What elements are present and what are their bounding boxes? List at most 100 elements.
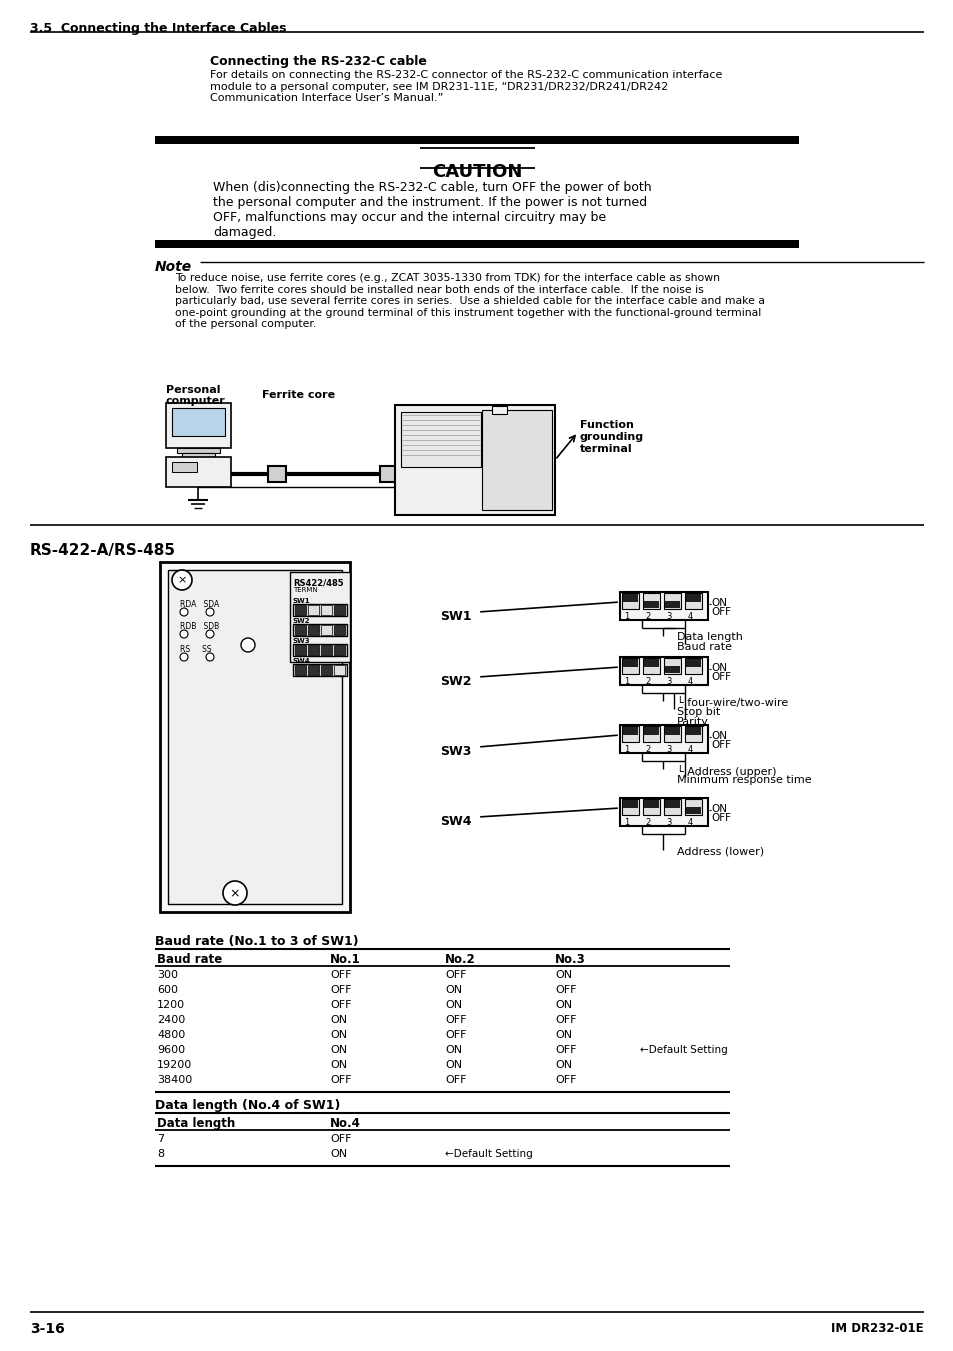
Text: ON: ON	[555, 1000, 572, 1011]
Bar	[481, 409, 552, 509]
Text: └ Address (upper): └ Address (upper)	[677, 765, 776, 777]
Text: 8: 8	[157, 1148, 164, 1159]
Text: OFF: OFF	[330, 1075, 351, 1085]
Text: When (dis)connecting the RS-232-C cable, turn OFF the power of both
the personal: When (dis)connecting the RS-232-C cable,…	[213, 181, 651, 239]
Text: 4: 4	[687, 817, 692, 827]
Bar	[684, 593, 701, 609]
Bar	[643, 659, 659, 667]
Text: RDA   SDA: RDA SDA	[180, 600, 219, 609]
Bar	[293, 644, 347, 657]
Bar	[643, 601, 659, 608]
Bar	[334, 665, 345, 676]
Text: Stop bit: Stop bit	[677, 707, 720, 717]
Text: SW2: SW2	[439, 676, 471, 688]
Bar	[619, 725, 707, 753]
Text: RS422/485: RS422/485	[293, 578, 343, 586]
Text: 1: 1	[623, 744, 629, 754]
Text: ←Default Setting: ←Default Setting	[444, 1148, 532, 1159]
Text: 4: 4	[687, 744, 692, 754]
Text: ON: ON	[710, 731, 726, 740]
Text: OFF: OFF	[710, 740, 730, 750]
Text: ON: ON	[330, 1148, 347, 1159]
Bar	[334, 626, 345, 635]
Bar	[619, 798, 707, 825]
Bar	[308, 605, 318, 615]
Text: Address (lower): Address (lower)	[677, 846, 763, 857]
Text: SW3: SW3	[439, 744, 471, 758]
Text: 2: 2	[644, 817, 650, 827]
Bar	[320, 626, 332, 635]
Text: RS-422-A/RS-485: RS-422-A/RS-485	[30, 543, 175, 558]
Text: Data length: Data length	[157, 1117, 235, 1129]
Text: SW2: SW2	[293, 617, 310, 624]
Text: grounding: grounding	[579, 432, 643, 442]
Text: 19200: 19200	[157, 1061, 193, 1070]
Text: ON: ON	[444, 1046, 461, 1055]
Text: ×: ×	[230, 888, 240, 900]
Bar	[294, 626, 306, 635]
Text: computer: computer	[166, 396, 226, 407]
Bar	[619, 657, 707, 685]
Bar	[663, 798, 680, 815]
Bar	[308, 626, 318, 635]
Bar	[293, 663, 347, 676]
Text: 1: 1	[623, 677, 629, 686]
Text: Personal: Personal	[166, 385, 220, 394]
Text: OFF: OFF	[330, 985, 351, 994]
Text: OFF: OFF	[330, 1133, 351, 1144]
Text: For details on connecting the RS-232-C connector of the RS-232-C communication i: For details on connecting the RS-232-C c…	[210, 70, 721, 103]
Text: ON: ON	[444, 1000, 461, 1011]
Bar	[622, 659, 638, 667]
Text: Ferrite core: Ferrite core	[262, 390, 335, 400]
Circle shape	[206, 630, 213, 638]
Text: └ four-wire/two-wire: └ four-wire/two-wire	[677, 697, 787, 708]
Text: OFF: OFF	[555, 1075, 576, 1085]
Text: Data length (No.4 of SW1): Data length (No.4 of SW1)	[154, 1098, 340, 1112]
Bar	[685, 659, 700, 667]
Text: 600: 600	[157, 985, 178, 994]
Bar	[293, 604, 347, 616]
Bar	[684, 658, 701, 674]
Text: To reduce noise, use ferrite cores (e.g., ZCAT 3035-1330 from TDK) for the inter: To reduce noise, use ferrite cores (e.g.…	[174, 273, 764, 330]
Text: ON: ON	[555, 1061, 572, 1070]
Bar	[320, 644, 332, 655]
Text: OFF: OFF	[444, 1029, 466, 1040]
Bar	[621, 798, 639, 815]
Bar	[320, 605, 332, 615]
Text: 7: 7	[157, 1133, 164, 1144]
Text: 2: 2	[644, 677, 650, 686]
Text: Data length: Data length	[677, 632, 742, 642]
Bar	[621, 725, 639, 742]
Text: 2400: 2400	[157, 1015, 185, 1025]
Text: No.2: No.2	[444, 952, 476, 966]
Text: RDB   SDB: RDB SDB	[180, 621, 219, 631]
Text: 38400: 38400	[157, 1075, 193, 1085]
Bar	[642, 658, 659, 674]
Bar	[154, 136, 799, 145]
Circle shape	[180, 630, 188, 638]
Text: 3-16: 3-16	[30, 1323, 65, 1336]
Bar	[320, 665, 332, 676]
Bar	[685, 807, 700, 815]
Bar	[664, 666, 679, 673]
Bar	[168, 570, 341, 904]
Text: 300: 300	[157, 970, 178, 979]
Text: 1: 1	[623, 612, 629, 621]
Bar	[160, 562, 350, 912]
Text: OFF: OFF	[555, 985, 576, 994]
Text: 3: 3	[665, 744, 671, 754]
Circle shape	[172, 570, 192, 590]
Text: No.4: No.4	[330, 1117, 360, 1129]
Text: OFF: OFF	[330, 1000, 351, 1011]
Text: Connecting the RS-232-C cable: Connecting the RS-232-C cable	[210, 55, 426, 68]
Text: ON: ON	[555, 1029, 572, 1040]
Circle shape	[206, 608, 213, 616]
Text: SW4: SW4	[439, 815, 471, 828]
Text: 1200: 1200	[157, 1000, 185, 1011]
Circle shape	[180, 653, 188, 661]
Bar	[642, 798, 659, 815]
Text: OFF: OFF	[710, 813, 730, 823]
Text: OFF: OFF	[330, 970, 351, 979]
Text: RS     SS: RS SS	[180, 644, 212, 654]
Text: ON: ON	[444, 985, 461, 994]
